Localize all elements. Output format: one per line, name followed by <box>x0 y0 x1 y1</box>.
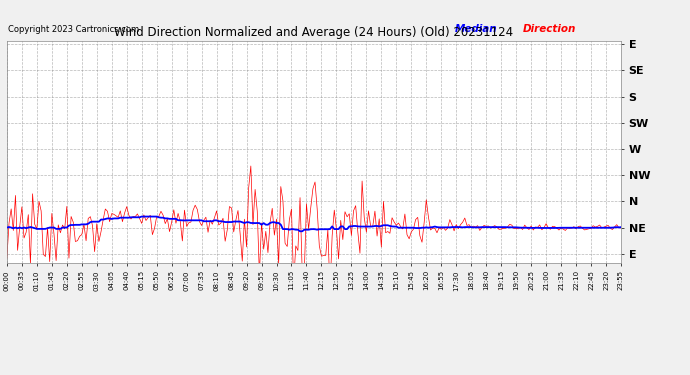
Text: Copyright 2023 Cartronics.com: Copyright 2023 Cartronics.com <box>8 24 139 33</box>
Text: Median: Median <box>455 24 497 33</box>
Text: Direction: Direction <box>523 24 576 33</box>
Title: Wind Direction Normalized and Average (24 Hours) (Old) 20231124: Wind Direction Normalized and Average (2… <box>115 26 513 39</box>
